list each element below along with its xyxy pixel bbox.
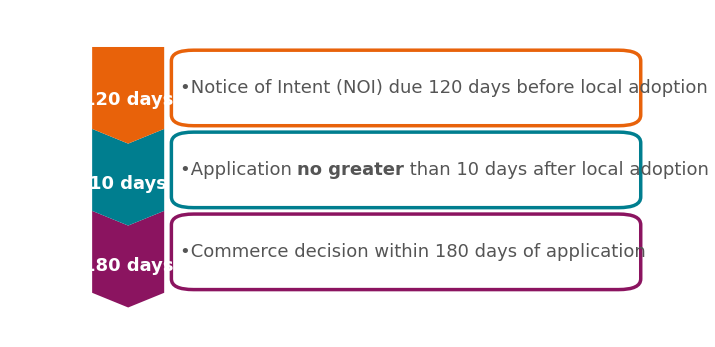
FancyBboxPatch shape [172, 214, 641, 290]
Text: 120 days: 120 days [83, 91, 173, 109]
Text: 10 days: 10 days [89, 175, 167, 193]
Text: no greater: no greater [297, 161, 404, 179]
Text: •Application: •Application [179, 161, 297, 179]
Text: •Notice of Intent (NOI) due 120 days before local adoption: •Notice of Intent (NOI) due 120 days bef… [179, 79, 707, 97]
Polygon shape [92, 129, 164, 226]
Text: •Commerce decision within 180 days of application: •Commerce decision within 180 days of ap… [179, 243, 646, 261]
Text: than 10 days after local adoption: than 10 days after local adoption [404, 161, 709, 179]
Polygon shape [92, 211, 164, 307]
Text: 180 days: 180 days [83, 257, 174, 275]
FancyBboxPatch shape [172, 132, 641, 208]
FancyBboxPatch shape [172, 50, 641, 126]
Polygon shape [92, 47, 164, 144]
